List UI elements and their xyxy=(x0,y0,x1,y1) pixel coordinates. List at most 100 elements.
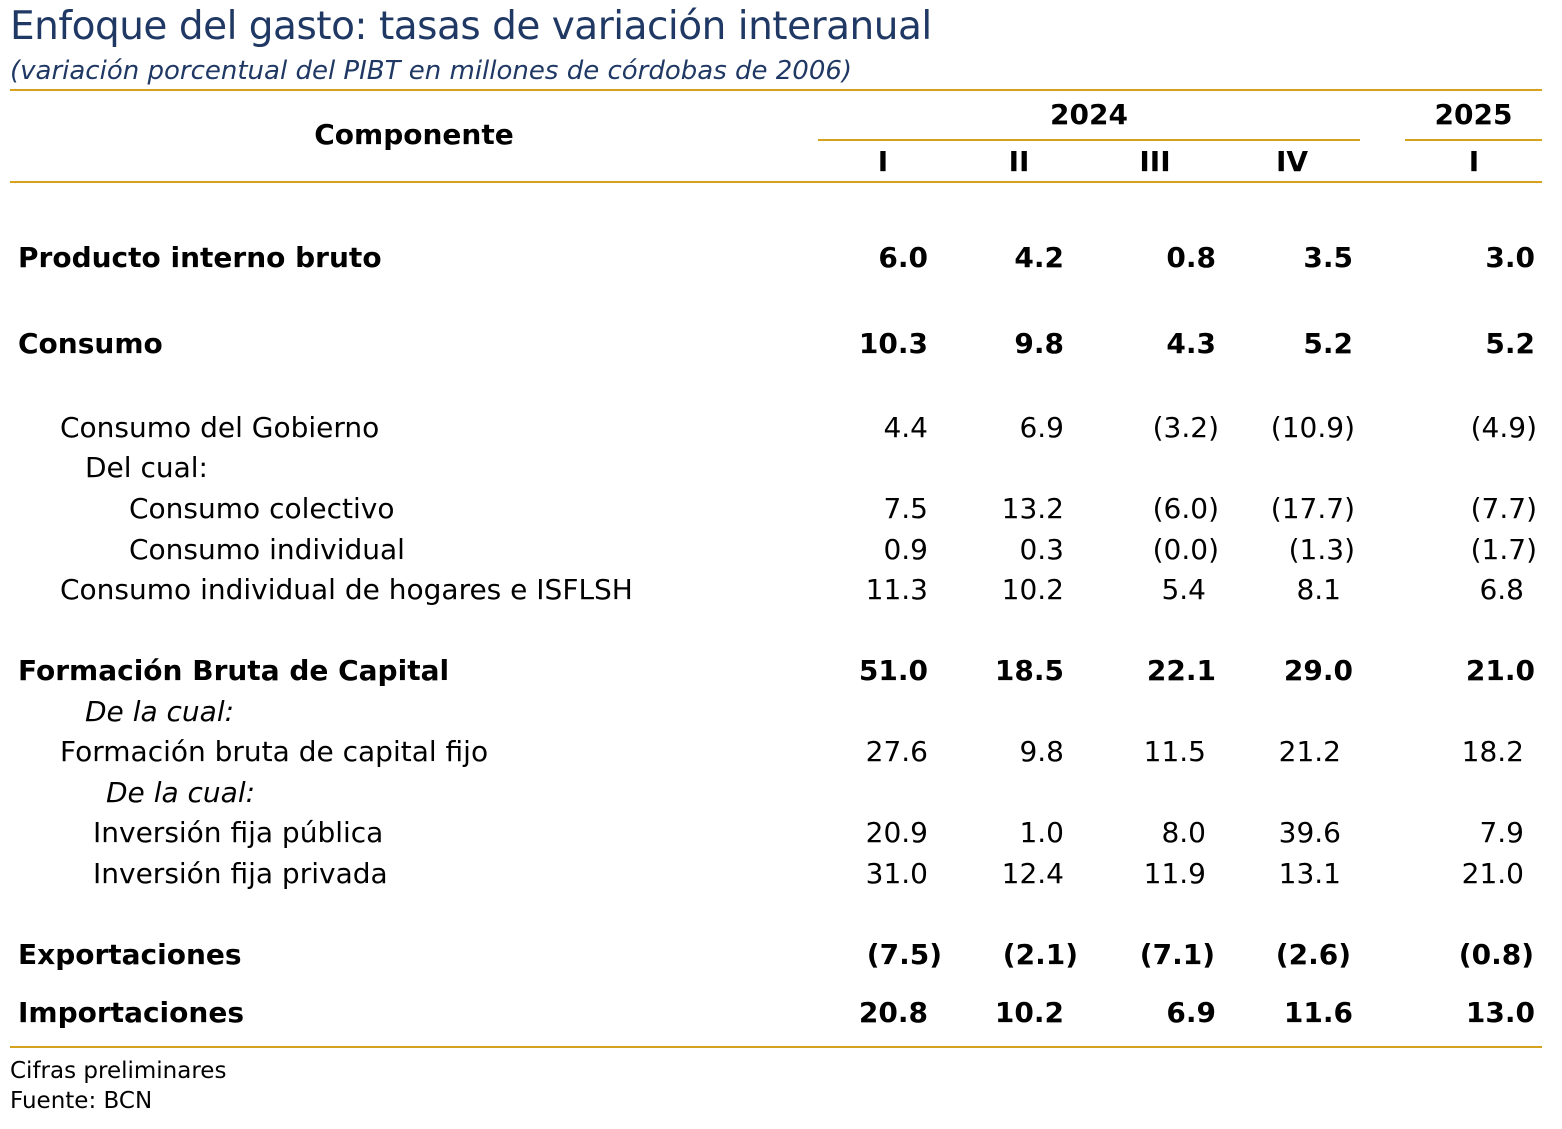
cell-value: 18.5 xyxy=(994,654,1064,687)
cell-value: (1.7) xyxy=(1470,533,1537,566)
page-title: Enfoque del gasto: tasas de variación in… xyxy=(10,4,932,49)
cell-value: 27.6 xyxy=(865,735,928,768)
header-year-2024: 2024 xyxy=(1050,98,1128,131)
cell-value: 4.2 xyxy=(1014,241,1064,274)
table-row: Exportaciones (7.5) (2.1) (7.1) (2.6) (0… xyxy=(0,935,1562,975)
cell-value: 11.3 xyxy=(865,573,928,606)
cell-value: 4.3 xyxy=(1166,327,1216,360)
table-row: Importaciones 20.8 10.2 6.9 11.6 13.0 xyxy=(0,993,1562,1033)
table-row: De la cual: xyxy=(0,692,1562,732)
cell-value: 21.0 xyxy=(1465,654,1535,687)
cell-value: 11.6 xyxy=(1283,996,1353,1029)
cell-value: 39.6 xyxy=(1278,816,1341,849)
table-row: Formación bruta de capital fijo 27.6 9.8… xyxy=(0,732,1562,772)
row-label: Inversión fija privada xyxy=(93,857,388,890)
footnote-preliminary: Cifras preliminares xyxy=(10,1058,227,1084)
cell-value: 7.5 xyxy=(883,492,928,525)
row-label: Inversión fija pública xyxy=(93,816,384,849)
table-row: Del cual: xyxy=(0,448,1562,488)
header-quarter: I xyxy=(1468,145,1480,178)
row-label: Producto interno bruto xyxy=(18,241,382,274)
row-label: Consumo individual de hogares e ISFLSH xyxy=(60,573,633,606)
table-row: Consumo individual de hogares e ISFLSH 1… xyxy=(0,570,1562,610)
cell-value: 20.8 xyxy=(858,996,928,1029)
cell-value: 12.4 xyxy=(1001,857,1064,890)
cell-value: 9.8 xyxy=(1014,327,1064,360)
cell-value: (0.8) xyxy=(1458,938,1534,971)
cell-value: 10.2 xyxy=(1001,573,1064,606)
cell-value: 8.1 xyxy=(1296,573,1341,606)
row-label: Consumo del Gobierno xyxy=(60,411,380,444)
cell-value: 6.9 xyxy=(1166,996,1216,1029)
cell-value: 1.0 xyxy=(1019,816,1064,849)
cell-value: 11.9 xyxy=(1143,857,1206,890)
cell-value: 0.8 xyxy=(1166,241,1216,274)
cell-value: 0.3 xyxy=(1019,533,1064,566)
row-label: De la cual: xyxy=(106,776,256,809)
row-label: Consumo xyxy=(18,327,163,360)
row-label: Del cual: xyxy=(85,451,208,484)
header-bottom-rule xyxy=(10,181,1542,183)
cell-value: (3.2) xyxy=(1152,411,1219,444)
cell-value: 29.0 xyxy=(1283,654,1353,687)
table-row: Consumo individual 0.9 0.3 (0.0) (1.3) (… xyxy=(0,530,1562,570)
top-rule xyxy=(10,89,1542,91)
page-subtitle: (variación porcentual del PIBT en millon… xyxy=(10,56,853,86)
cell-value: 5.4 xyxy=(1161,573,1206,606)
cell-value: 10.3 xyxy=(858,327,928,360)
row-label: Consumo individual xyxy=(129,533,405,566)
cell-value: (0.0) xyxy=(1152,533,1219,566)
cell-value: 0.9 xyxy=(883,533,928,566)
row-label: Exportaciones xyxy=(18,938,242,971)
cell-value: 51.0 xyxy=(858,654,928,687)
cell-value: 6.8 xyxy=(1479,573,1524,606)
cell-value: (10.9) xyxy=(1270,411,1355,444)
cell-value: 5.2 xyxy=(1303,327,1353,360)
year-2025-underline xyxy=(1405,139,1542,141)
row-label: Importaciones xyxy=(18,996,244,1029)
header-component: Componente xyxy=(314,118,514,151)
cell-value: (7.7) xyxy=(1470,492,1537,525)
header-quarter: III xyxy=(1139,145,1171,178)
cell-value: 13.1 xyxy=(1278,857,1341,890)
table-row: Producto interno bruto 6.0 4.2 0.8 3.5 3… xyxy=(0,238,1562,278)
header-year-2025: 2025 xyxy=(1434,98,1513,131)
cell-value: 6.0 xyxy=(878,241,928,274)
cell-value: 21.2 xyxy=(1278,735,1341,768)
year-2024-underline xyxy=(818,139,1360,141)
header-quarter: IV xyxy=(1275,145,1309,178)
row-label: Consumo colectivo xyxy=(129,492,395,525)
table-row: Formación Bruta de Capital 51.0 18.5 22.… xyxy=(0,651,1562,691)
cell-value: 3.5 xyxy=(1303,241,1353,274)
cell-value: (17.7) xyxy=(1270,492,1355,525)
cell-value: 31.0 xyxy=(865,857,928,890)
table-row: Consumo colectivo 7.5 13.2 (6.0) (17.7) … xyxy=(0,489,1562,529)
cell-value: (6.0) xyxy=(1152,492,1219,525)
cell-value: 21.0 xyxy=(1461,857,1524,890)
cell-value: 7.9 xyxy=(1479,816,1524,849)
cell-value: (4.9) xyxy=(1470,411,1537,444)
table-row: Inversión fija pública 20.9 1.0 8.0 39.6… xyxy=(0,813,1562,853)
header-quarter: I xyxy=(877,145,889,178)
cell-value: 13.0 xyxy=(1465,996,1535,1029)
cell-value: 11.5 xyxy=(1143,735,1206,768)
cell-value: 20.9 xyxy=(865,816,928,849)
cell-value: (7.5) xyxy=(866,938,942,971)
row-label: Formación Bruta de Capital xyxy=(18,654,450,687)
cell-value: 22.1 xyxy=(1146,654,1216,687)
table-row: De la cual: xyxy=(0,773,1562,813)
cell-value: 8.0 xyxy=(1161,816,1206,849)
cell-value: 13.2 xyxy=(1001,492,1064,525)
footnote-source: Fuente: BCN xyxy=(10,1088,153,1114)
row-label: Formación bruta de capital fijo xyxy=(60,735,489,768)
table-bottom-rule xyxy=(10,1046,1542,1048)
cell-value: (7.1) xyxy=(1139,938,1215,971)
header-quarter: II xyxy=(1008,145,1030,178)
cell-value: 5.2 xyxy=(1485,327,1535,360)
table-row: Consumo del Gobierno 4.4 6.9 (3.2) (10.9… xyxy=(0,408,1562,448)
cell-value: (1.3) xyxy=(1288,533,1355,566)
row-label: De la cual: xyxy=(85,695,235,728)
cell-value: 3.0 xyxy=(1485,241,1535,274)
cell-value: 18.2 xyxy=(1461,735,1524,768)
table-row: Inversión fija privada 31.0 12.4 11.9 13… xyxy=(0,854,1562,894)
